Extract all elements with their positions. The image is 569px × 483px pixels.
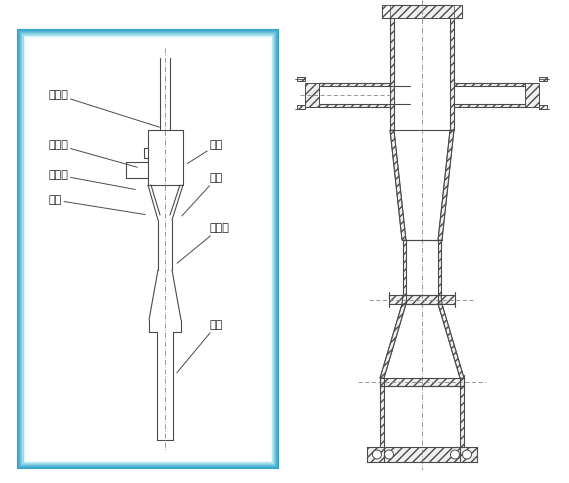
Bar [24,36,272,462]
Bar [390,18,394,130]
Text: 噧嘴: 噧嘴 [48,195,145,214]
Polygon shape [438,130,454,240]
Circle shape [463,450,472,459]
Bar [460,386,464,447]
Bar [319,104,390,107]
Bar [297,77,305,81]
Bar [25,37,271,461]
Bar [454,5,462,18]
Bar [319,83,390,86]
Bar [21,33,275,465]
Bar [367,447,477,462]
Text: 吸气口: 吸气口 [48,140,137,167]
Text: 尾管: 尾管 [177,320,223,373]
Circle shape [373,450,381,459]
Bar [23,35,273,463]
Polygon shape [390,130,406,240]
Bar [454,104,525,107]
Bar [380,386,384,447]
Bar [525,83,539,107]
Circle shape [385,450,394,459]
Bar [22,34,274,464]
Text: 啧管: 啧管 [182,173,223,216]
Bar [403,240,406,295]
Text: 进液口: 进液口 [48,90,159,127]
Circle shape [451,450,460,459]
Bar [450,18,454,130]
Bar [18,30,278,468]
Bar [389,295,455,304]
Bar [20,32,276,466]
Polygon shape [380,304,406,378]
Bar [539,77,547,81]
Bar [539,105,547,109]
Text: 气室: 气室 [187,140,223,164]
Bar [380,378,464,386]
Bar [24,36,272,462]
Polygon shape [438,304,464,378]
Text: 进液管: 进液管 [48,170,135,189]
Bar [305,83,319,107]
Text: 扩散管: 扩散管 [177,223,230,263]
Bar [438,240,441,295]
Bar [297,105,305,109]
Bar [382,5,390,18]
Bar [454,83,525,86]
Bar [382,5,462,18]
Bar [19,31,277,467]
